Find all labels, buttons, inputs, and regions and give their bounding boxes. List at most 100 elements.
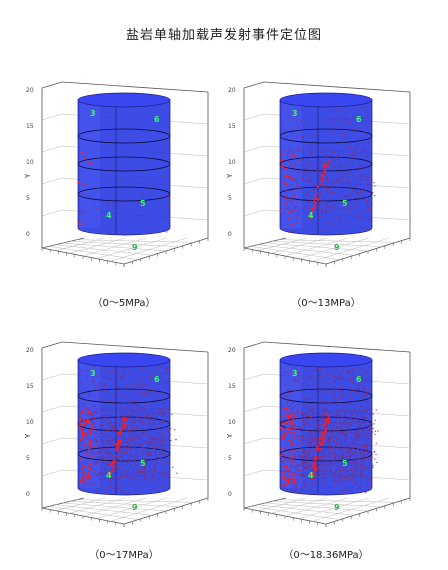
ae-event-point [332, 472, 335, 474]
ae-event-point [147, 401, 149, 404]
ae-event-point [303, 472, 305, 475]
ae-event-point [126, 428, 128, 430]
ae-event-point [122, 416, 124, 418]
ae-event-point [362, 449, 364, 451]
ae-event-point [348, 418, 351, 420]
ae-event-point [302, 474, 304, 476]
ae-event-point [110, 476, 112, 478]
ae-event-point [129, 453, 131, 455]
ae-event-point [162, 475, 164, 477]
ae-event-point [309, 468, 311, 470]
ae-event-point [157, 456, 159, 458]
ae-event-point [346, 428, 348, 430]
ae-event-point [290, 371, 292, 373]
ae-event-point [326, 189, 328, 191]
ae-event-point [356, 436, 358, 438]
ae-event-point [93, 473, 95, 475]
ae-event-point [342, 201, 344, 204]
ae-event-point [341, 452, 343, 455]
hot-event-point [89, 475, 93, 479]
ae-event-point [339, 398, 341, 400]
ae-event-point [339, 449, 341, 451]
ae-event-point [88, 393, 90, 395]
ae-event-point [342, 430, 344, 433]
ae-event-point [290, 478, 292, 480]
ae-event-point [117, 367, 119, 369]
ae-event-point [101, 410, 103, 412]
ae-event-point [291, 163, 293, 165]
ae-event-point [129, 415, 131, 417]
ae-event-point [305, 123, 307, 125]
hot-event-point [287, 216, 291, 219]
ae-event-point [357, 366, 359, 369]
ae-event-point [123, 413, 125, 415]
ae-event-point [329, 474, 331, 476]
ae-event-point [104, 390, 106, 392]
ae-event-point [324, 407, 326, 409]
ae-event-point [160, 447, 162, 449]
ae-event-point [291, 444, 293, 446]
ae-event-point [136, 386, 138, 388]
hot-event-point [281, 153, 284, 156]
ae-event-point [320, 412, 322, 414]
ae-event-point [284, 370, 286, 372]
ae-event-point [110, 461, 112, 463]
ae-event-point [307, 207, 310, 210]
ae-event-point [92, 476, 94, 478]
ae-event-point [349, 421, 351, 423]
ae-event-point [318, 430, 321, 432]
ae-event-point [326, 374, 329, 376]
ae-event-point [94, 418, 96, 420]
ae-event-point [299, 374, 301, 376]
ae-event-point [95, 410, 98, 413]
ae-event-point [297, 436, 299, 438]
ae-event-point [85, 424, 87, 426]
ae-event-point [105, 416, 107, 419]
ae-event-point [341, 456, 343, 459]
ae-event-point [350, 464, 352, 466]
ae-event-point [321, 472, 323, 474]
ae-event-point [332, 448, 334, 450]
ae-event-point [121, 431, 123, 433]
ae-event-point [351, 476, 353, 478]
ae-event-point [146, 452, 148, 455]
ae-event-point [283, 435, 285, 437]
hot-event-point [83, 156, 86, 159]
ae-event-point [336, 177, 338, 179]
ae-event-point [369, 462, 371, 464]
ae-event-point [296, 410, 298, 412]
ae-event-point [362, 149, 364, 151]
ae-event-point [309, 464, 311, 466]
ae-event-point [112, 428, 114, 430]
ae-event-point [352, 161, 354, 163]
hot-event-point [81, 477, 84, 480]
ae-event-point [123, 408, 125, 410]
ae-event-point [339, 456, 341, 458]
ae-event-point [334, 388, 336, 390]
ae-event-point [82, 473, 84, 475]
ae-event-point [102, 448, 104, 450]
ae-event-point [315, 370, 317, 372]
ae-event-point [100, 439, 102, 441]
ae-event-point [135, 437, 137, 439]
ae-event-point [143, 472, 145, 474]
ae-event-point [328, 389, 330, 391]
ae-event-point [342, 176, 344, 178]
ae-event-point [325, 440, 327, 442]
ae-event-point [317, 475, 319, 477]
ae-event-point [162, 452, 164, 454]
ae-event-point [315, 450, 317, 452]
ae-event-point [365, 212, 368, 214]
ae-event-point [115, 482, 118, 485]
ae-event-point [349, 455, 351, 458]
ae-event-point [338, 449, 341, 451]
ae-event-point [340, 442, 342, 444]
ae-event-point [91, 446, 93, 448]
ae-event-point [311, 384, 313, 386]
ae-event-point [326, 371, 328, 373]
ae-event-point [333, 430, 335, 432]
ae-event-point [334, 129, 336, 131]
ae-event-point [102, 377, 104, 379]
ae-event-point [357, 463, 359, 465]
